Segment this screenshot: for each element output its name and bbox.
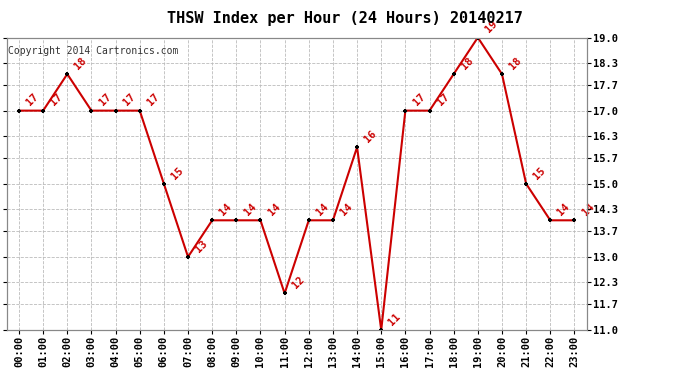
- Point: [279, 290, 290, 296]
- Text: 19: 19: [484, 19, 500, 35]
- Point: [328, 217, 339, 223]
- Point: [62, 71, 73, 77]
- Point: [545, 217, 556, 223]
- Text: 14: 14: [556, 202, 572, 217]
- Text: 17: 17: [97, 92, 113, 108]
- Text: 18: 18: [460, 56, 475, 71]
- Point: [135, 108, 146, 114]
- Text: 17: 17: [435, 92, 451, 108]
- Text: 17: 17: [411, 92, 427, 108]
- Text: 16: 16: [363, 129, 379, 144]
- Point: [159, 181, 170, 187]
- Point: [14, 108, 25, 114]
- Text: 13: 13: [194, 238, 210, 254]
- Point: [183, 254, 194, 260]
- Text: THSW Index per Hour (24 Hours) 20140217: THSW Index per Hour (24 Hours) 20140217: [167, 11, 523, 26]
- Text: 11: 11: [387, 311, 403, 327]
- Point: [497, 71, 508, 77]
- Point: [521, 181, 532, 187]
- Text: 18: 18: [508, 56, 524, 71]
- Text: Copyright 2014 Cartronics.com: Copyright 2014 Cartronics.com: [8, 46, 179, 56]
- Point: [473, 34, 484, 40]
- Text: 14: 14: [315, 202, 331, 217]
- Text: 14: 14: [580, 202, 596, 217]
- Text: 14: 14: [218, 202, 234, 217]
- Text: 14: 14: [339, 202, 355, 217]
- Text: 17: 17: [146, 92, 161, 108]
- Point: [352, 144, 363, 150]
- Point: [231, 217, 242, 223]
- Point: [400, 108, 411, 114]
- Point: [424, 108, 435, 114]
- Text: THSW  (°F): THSW (°F): [597, 47, 659, 57]
- Text: 15: 15: [532, 165, 548, 181]
- Text: 17: 17: [25, 92, 41, 108]
- Point: [304, 217, 315, 223]
- Point: [86, 108, 97, 114]
- Point: [110, 108, 121, 114]
- Point: [448, 71, 460, 77]
- Text: 14: 14: [242, 202, 258, 217]
- Point: [569, 217, 580, 223]
- Point: [207, 217, 218, 223]
- Text: 18: 18: [73, 56, 89, 71]
- Text: 17: 17: [121, 92, 137, 108]
- Text: 14: 14: [266, 202, 282, 217]
- Point: [255, 217, 266, 223]
- Text: 17: 17: [49, 92, 65, 108]
- Point: [38, 108, 48, 114]
- Text: 12: 12: [290, 275, 306, 291]
- Point: [376, 327, 387, 333]
- Text: 15: 15: [170, 165, 186, 181]
